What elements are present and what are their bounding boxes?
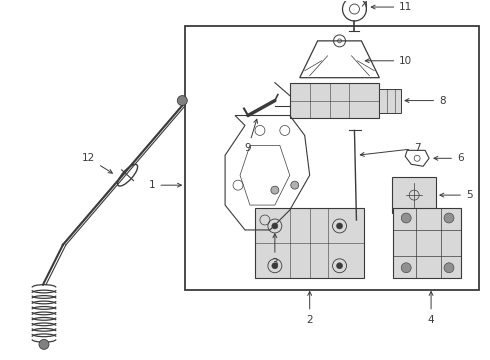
Circle shape [272, 223, 278, 229]
Circle shape [401, 213, 411, 223]
Text: 3: 3 [271, 234, 278, 268]
Circle shape [401, 263, 411, 273]
Text: 11: 11 [371, 2, 413, 12]
Text: 9: 9 [245, 119, 258, 153]
Text: 4: 4 [428, 292, 435, 324]
Text: 12: 12 [82, 153, 112, 173]
Bar [185, 26, 479, 290]
Circle shape [291, 181, 299, 189]
Text: 2: 2 [306, 292, 313, 324]
Text: 1: 1 [149, 180, 181, 190]
Circle shape [337, 263, 343, 269]
Text: 7: 7 [360, 143, 421, 156]
Circle shape [444, 213, 454, 223]
Text: 8: 8 [405, 96, 446, 105]
Bar [393, 208, 461, 278]
Bar [255, 208, 365, 278]
Text: 10: 10 [365, 56, 413, 66]
Circle shape [177, 96, 187, 105]
Text: 5: 5 [440, 190, 472, 200]
Circle shape [272, 263, 278, 269]
Text: 6: 6 [434, 153, 464, 163]
Circle shape [271, 186, 279, 194]
Circle shape [337, 223, 343, 229]
Bar [379, 89, 401, 113]
Bar [392, 177, 436, 213]
Circle shape [444, 263, 454, 273]
Bar [290, 83, 379, 118]
Circle shape [39, 339, 49, 349]
